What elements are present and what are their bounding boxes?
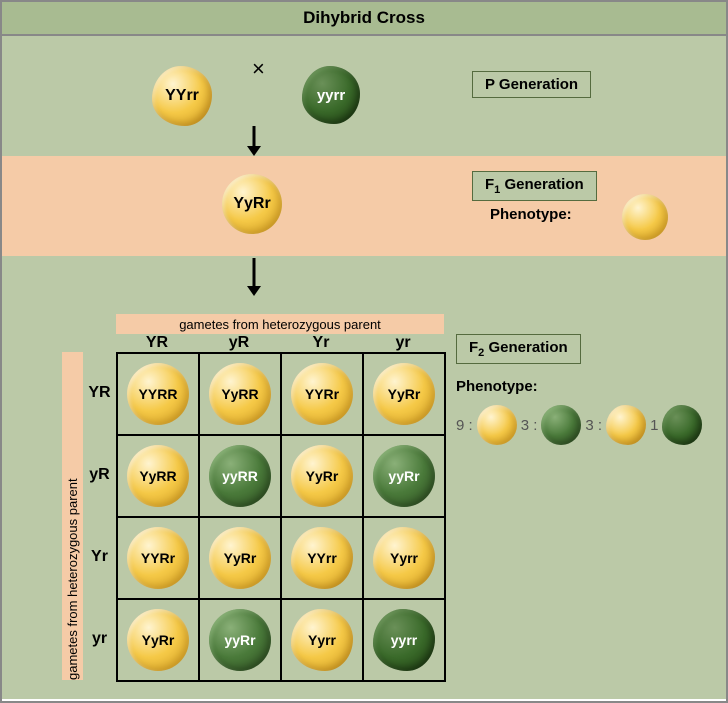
punnett-cell: YyRR (117, 435, 199, 517)
f1-genotype: YyRr (233, 195, 270, 213)
offspring-pea: YYRR (127, 363, 189, 425)
punnett-cell: YyRR (199, 353, 281, 435)
punnett-cell: yyRr (363, 435, 445, 517)
cross-symbol: × (252, 56, 265, 82)
punnett-cell: YyRr (281, 435, 363, 517)
row-gamete-labels: YR yR Yr yr (83, 352, 116, 682)
ratio-number: 9 : (456, 417, 473, 434)
punnett-cell: YYRR (117, 353, 199, 435)
punnett-cell: yyrr (363, 599, 445, 681)
p-parent1-genotype: YYrr (152, 66, 212, 126)
offspring-pea: YYrr (291, 527, 353, 589)
p-generation-row: YYrr × yyrr P Generation (2, 56, 726, 156)
ratio-pea (541, 405, 581, 445)
f2-generation-info: F2 Generation Phenotype: 9 : 3 : 3 : 1 (456, 334, 702, 445)
f2-phenotype-label: Phenotype: (456, 378, 702, 395)
offspring-pea: YyRr (373, 363, 435, 425)
col-gamete-labels: YR yR Yr yr (116, 334, 444, 352)
punnett-cell: yyRr (199, 599, 281, 681)
f1-generation-label: F1 Generation (472, 171, 597, 201)
offspring-pea: YyRr (209, 527, 271, 589)
offspring-pea: yyRR (209, 445, 271, 507)
p-generation-label: P Generation (472, 71, 591, 98)
offspring-pea: YyRr (291, 445, 353, 507)
punnett-cell: YyRr (199, 517, 281, 599)
punnett-square-area: gametes from heterozygous parent YR yR Y… (62, 314, 446, 682)
arrow-p-to-f1 (245, 126, 263, 156)
offspring-pea: Yyrr (291, 609, 353, 671)
ratio-number: 3 : (585, 417, 602, 434)
offspring-pea: YyRr (127, 609, 189, 671)
punnett-cell: YYRr (281, 353, 363, 435)
punnett-grid: YYRR YyRR YYRr YyRr YyRR yyRR YyRr yyRr YYRr YyRr… (116, 352, 446, 682)
f2-phenotype-ratio: 9 : 3 : 3 : 1 (456, 405, 702, 445)
f1-phenotype-pea (622, 194, 668, 240)
offspring-pea: YyRR (209, 363, 271, 425)
main-area: YYrr × yyrr P Generation YyRr F1 Generat… (2, 36, 726, 699)
p-parent2-genotype: yyrr (317, 87, 345, 104)
punnett-cell: YyRr (363, 353, 445, 435)
p-parent1-pea: YYrr (152, 66, 212, 126)
ratio-pea (662, 405, 702, 445)
f2-generation-label: F2 Generation (456, 334, 581, 364)
f1-phenotype-label: Phenotype: (490, 206, 572, 223)
punnett-cell: YYrr (281, 517, 363, 599)
ratio-pea (606, 405, 646, 445)
title-bar: Dihybrid Cross (2, 2, 726, 36)
offspring-pea: YyRR (127, 445, 189, 507)
ratio-number: 3 : (521, 417, 538, 434)
punnett-cell: Yyrr (363, 517, 445, 599)
ratio-number: 1 (650, 417, 658, 434)
p-parent2-pea: yyrr (302, 66, 360, 124)
offspring-pea: yyRr (373, 445, 435, 507)
arrow-f1-to-f2 (245, 258, 263, 296)
punnett-cell: Yyrr (281, 599, 363, 681)
offspring-pea: YYRr (127, 527, 189, 589)
offspring-pea: YYRr (291, 363, 353, 425)
diagram-title: Dihybrid Cross (303, 8, 425, 27)
punnett-cell: YYRr (117, 517, 199, 599)
f1-pea: YyRr (222, 174, 282, 234)
offspring-pea: yyRr (209, 609, 271, 671)
offspring-pea: yyrr (373, 609, 435, 671)
f1-generation-row: YyRr F1 Generation Phenotype: (2, 156, 726, 256)
ratio-pea (477, 405, 517, 445)
row-gametes-header: gametes from heterozygous parent (62, 352, 83, 680)
punnett-cell: YyRr (117, 599, 199, 681)
offspring-pea: Yyrr (373, 527, 435, 589)
col-gametes-header: gametes from heterozygous parent (116, 314, 444, 334)
dihybrid-cross-diagram: Dihybrid Cross YYrr × yyrr P Generation … (0, 0, 728, 703)
punnett-cell: yyRR (199, 435, 281, 517)
